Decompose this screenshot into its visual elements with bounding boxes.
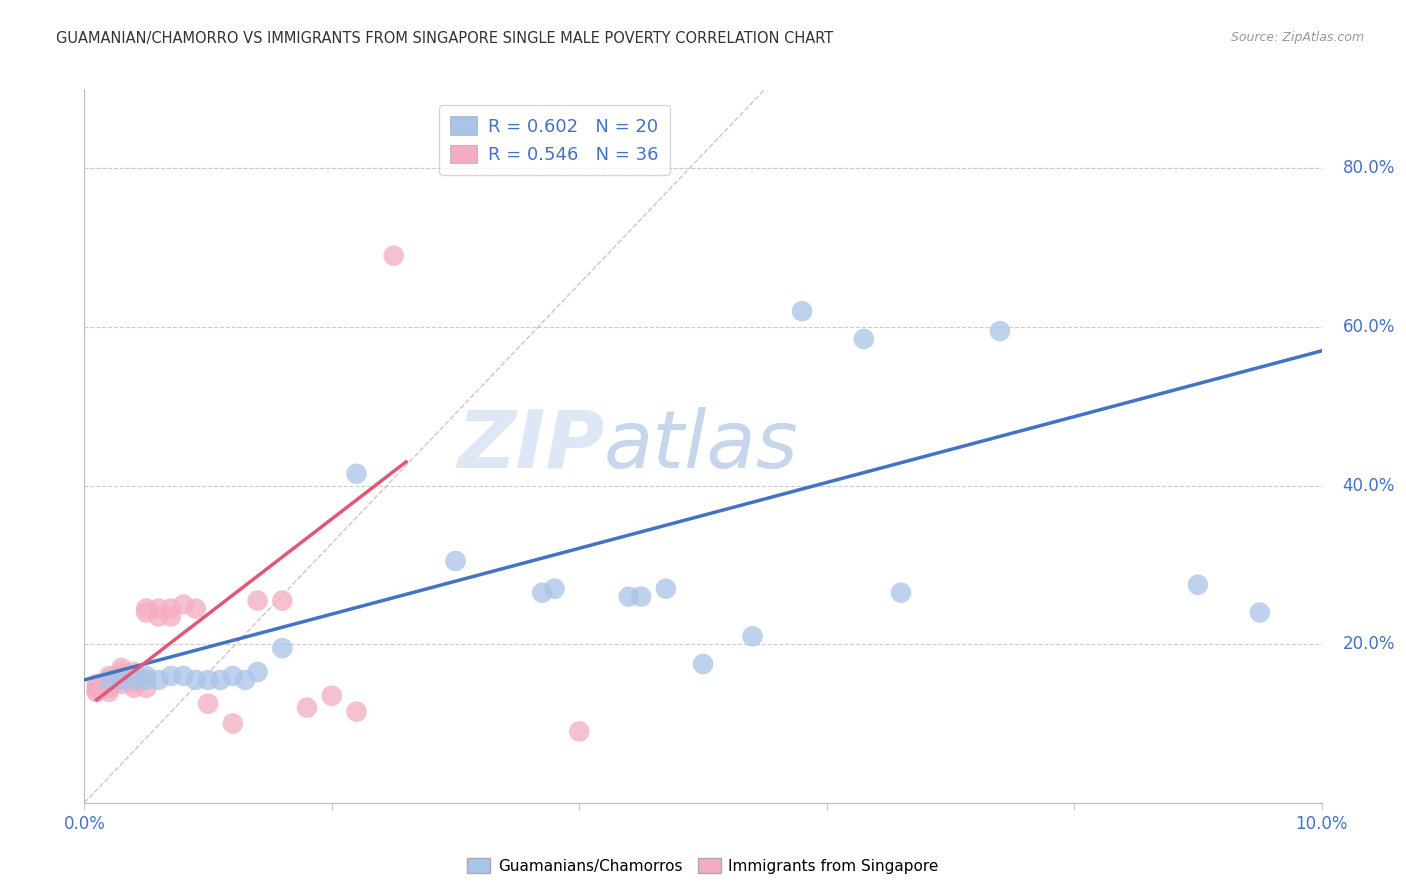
Point [346,705,368,719]
Point [98,677,121,691]
Point [531,585,554,599]
Point [692,657,714,671]
Point [98,685,121,699]
Point [184,601,207,615]
Text: GUAMANIAN/CHAMORRO VS IMMIGRANTS FROM SINGAPORE SINGLE MALE POVERTY CORRELATION : GUAMANIAN/CHAMORRO VS IMMIGRANTS FROM SI… [56,31,834,46]
Point [110,673,132,687]
Text: ZIP: ZIP [457,407,605,485]
Text: Source: ZipAtlas.com: Source: ZipAtlas.com [1230,31,1364,45]
Point [160,609,183,624]
Point [122,681,145,695]
Point [135,681,157,695]
Point [110,661,132,675]
Point [148,673,170,687]
Point [148,609,170,624]
Text: 40.0%: 40.0% [1343,476,1395,495]
Text: 20.0%: 20.0% [1343,635,1395,653]
Text: atlas: atlas [605,407,799,485]
Point [86,685,108,699]
Point [160,669,183,683]
Point [741,629,763,643]
Point [86,681,108,695]
Point [233,673,256,687]
Point [222,716,245,731]
Point [86,677,108,691]
Point [222,669,245,683]
Point [110,673,132,687]
Point [1249,606,1271,620]
Point [209,673,232,687]
Point [295,700,318,714]
Point [321,689,343,703]
Point [122,677,145,691]
Point [172,598,194,612]
Point [148,601,170,615]
Point [568,724,591,739]
Point [86,685,108,699]
Point [197,673,219,687]
Point [630,590,652,604]
Point [172,669,194,683]
Point [160,601,183,615]
Point [135,673,157,687]
Point [271,593,294,607]
Point [246,593,269,607]
Point [271,641,294,656]
Point [98,673,121,687]
Point [382,249,405,263]
Point [135,669,157,683]
Text: 80.0%: 80.0% [1343,160,1395,178]
Point [110,665,132,679]
Point [98,681,121,695]
Text: 60.0%: 60.0% [1343,318,1395,336]
Point [184,673,207,687]
Point [122,665,145,679]
Point [543,582,565,596]
Point [122,673,145,687]
Point [346,467,368,481]
Point [444,554,467,568]
Point [790,304,813,318]
Point [135,606,157,620]
Point [246,665,269,679]
Point [98,673,121,687]
Point [110,669,132,683]
Point [197,697,219,711]
Point [98,669,121,683]
Point [1187,578,1209,592]
Point [988,324,1011,338]
Point [617,590,640,604]
Point [135,601,157,615]
Point [655,582,678,596]
Legend: R = 0.602   N = 20, R = 0.546   N = 36: R = 0.602 N = 20, R = 0.546 N = 36 [440,105,669,175]
Point [852,332,875,346]
Point [110,677,132,691]
Point [890,585,912,599]
Point [98,681,121,695]
Legend: Guamanians/Chamorros, Immigrants from Singapore: Guamanians/Chamorros, Immigrants from Si… [461,852,945,880]
